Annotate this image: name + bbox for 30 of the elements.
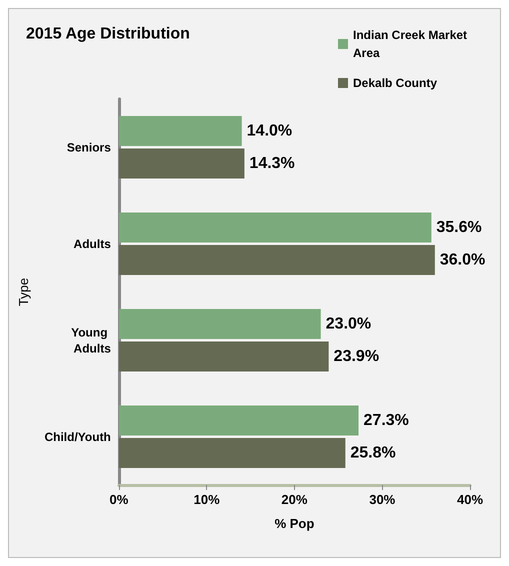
data-label: 36.0% xyxy=(440,251,486,268)
data-label: 23.9% xyxy=(334,348,380,365)
bar xyxy=(118,244,435,275)
data-label: 25.8% xyxy=(350,444,396,462)
y-axis-title: Type xyxy=(16,278,31,306)
x-tick-label: 20% xyxy=(281,492,308,507)
data-label: 14.0% xyxy=(246,122,292,140)
x-tick-label: 0% xyxy=(110,492,129,507)
data-label: 23.0% xyxy=(326,316,372,333)
bar xyxy=(118,438,346,468)
y-tick-label: Child/Youth xyxy=(44,430,111,444)
x-axis-title: % Pop xyxy=(274,516,314,531)
x-tick-label: 30% xyxy=(369,492,396,507)
bar xyxy=(118,116,242,146)
x-tick-label: 40% xyxy=(456,492,484,507)
legend-label: Dekalb County xyxy=(353,76,438,90)
y-tick-label: Adults xyxy=(74,236,112,251)
data-label: 35.6% xyxy=(436,219,482,236)
legend-label: Indian Creek Market Area xyxy=(353,28,470,60)
bar xyxy=(118,309,321,340)
bar xyxy=(118,212,432,243)
y-tick-label: Seniors xyxy=(66,140,112,154)
chart-title: 2015 Age Distribution xyxy=(26,26,190,42)
data-label: 27.3% xyxy=(364,412,409,430)
bar xyxy=(118,406,359,436)
x-tick-label: 10% xyxy=(194,492,220,507)
bar xyxy=(118,341,329,372)
y-tick-label: Young Adults xyxy=(71,325,112,356)
data-label: 14.3% xyxy=(249,154,295,172)
bar xyxy=(118,148,244,178)
